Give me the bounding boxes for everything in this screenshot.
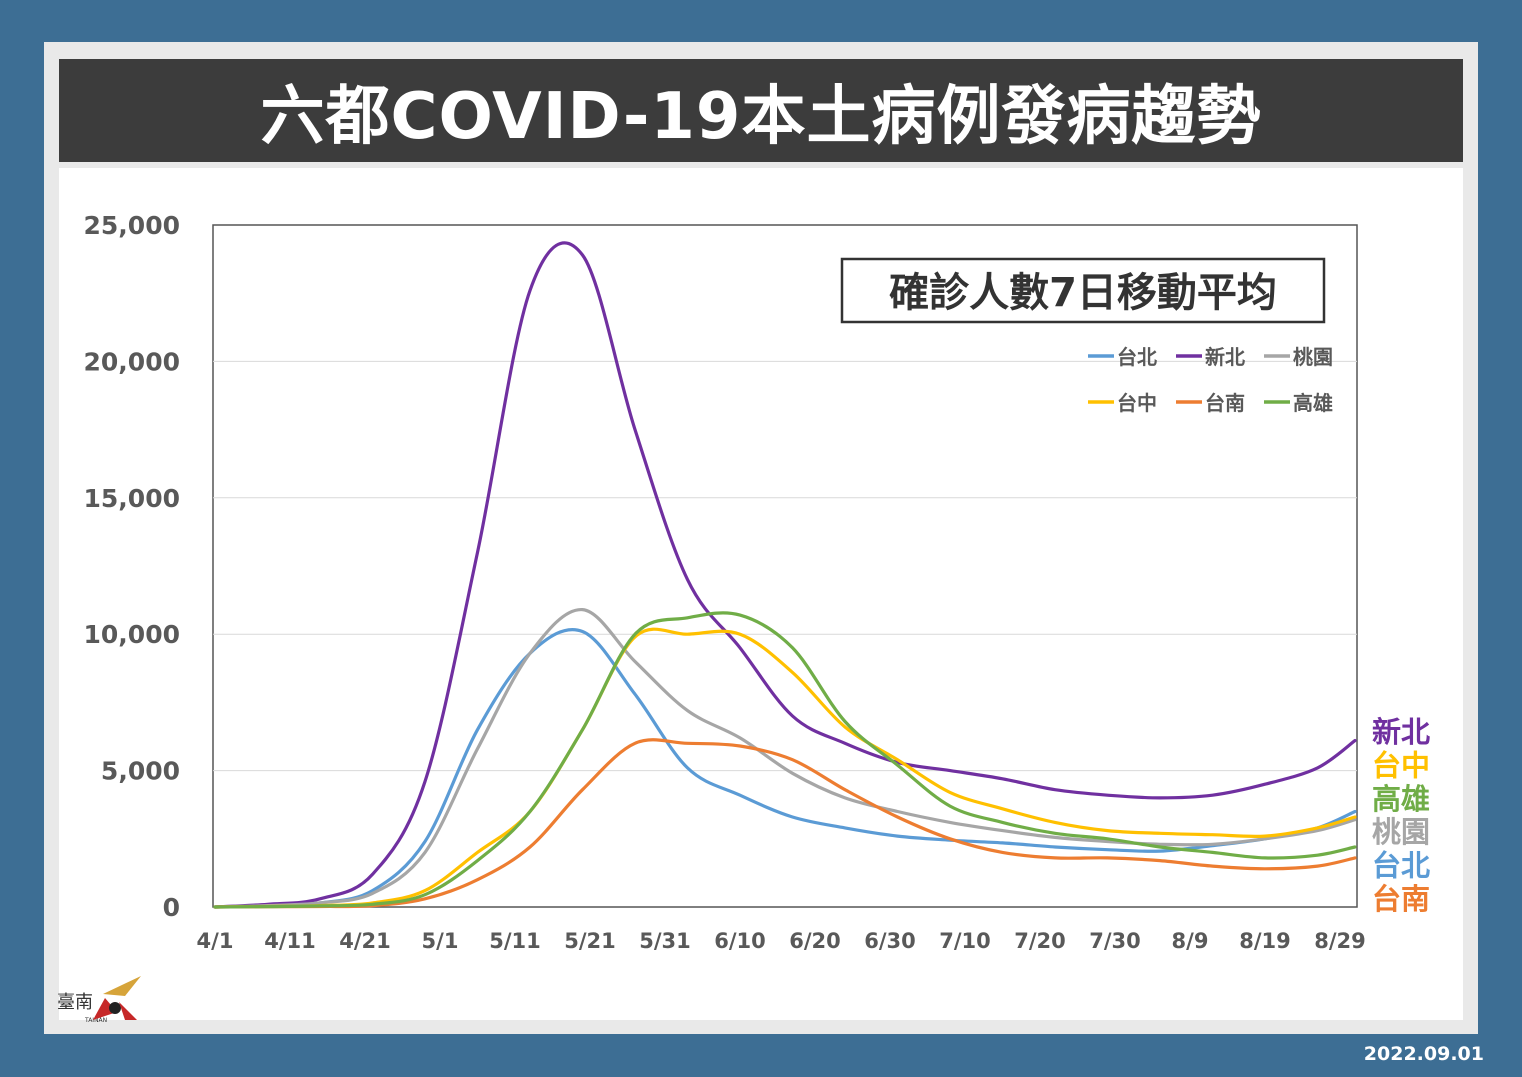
series-line-台北 — [213, 628, 1357, 909]
series-line-桃園 — [213, 607, 1357, 909]
series-lines — [213, 241, 1357, 909]
x-tick-label: 6/20 — [789, 929, 841, 953]
end-label: 新北 — [1372, 715, 1430, 749]
logo-wing-icon — [103, 976, 141, 996]
legend-label: 高雄 — [1293, 391, 1333, 415]
x-tick-label: 4/11 — [264, 929, 316, 953]
y-tick-label: 25,000 — [84, 211, 180, 240]
legend-label: 桃園 — [1293, 345, 1333, 369]
x-tick-label: 7/20 — [1014, 929, 1066, 953]
logo-dot-icon — [109, 1002, 121, 1014]
grid-lines — [213, 360, 1357, 772]
series-line-高雄 — [213, 611, 1357, 909]
x-tick-label: 8/29 — [1314, 929, 1366, 953]
x-tick-label: 5/21 — [564, 929, 616, 953]
logo-wing-lower-icon — [93, 998, 117, 1020]
x-axis-ticks: 4/1 4/11 4/21 5/1 5/11 5/21 5/31 6/10 6/20 6/30 7/… — [197, 929, 1366, 953]
series-line-台南 — [213, 738, 1357, 909]
x-tick-label: 6/30 — [864, 929, 916, 953]
end-label: 高雄 — [1372, 782, 1430, 816]
y-tick-label: 0 — [163, 893, 180, 922]
date-stamp: 2022.09.01 — [1363, 1043, 1484, 1065]
y-tick-label: 15,000 — [84, 484, 180, 513]
y-tick-label: 5,000 — [101, 757, 180, 786]
tainan-logo: 臺南 TAINAN — [57, 976, 141, 1024]
legend-label: 台南 — [1205, 391, 1245, 415]
x-tick-label: 5/31 — [639, 929, 691, 953]
y-axis-ticks: 0 5,000 10,000 15,000 20,000 25,000 — [84, 211, 180, 922]
page-title: 六都COVID-19本土病例發病趨勢 — [59, 59, 1463, 162]
legend-label: 台中 — [1117, 391, 1157, 415]
x-tick-label: 4/1 — [197, 929, 234, 953]
end-label: 桃園 — [1372, 815, 1430, 849]
x-tick-label: 7/10 — [939, 929, 991, 953]
logo-subtext: TAINAN — [84, 1017, 107, 1024]
end-label: 台北 — [1372, 849, 1430, 883]
y-tick-label: 10,000 — [84, 620, 180, 649]
x-tick-label: 5/11 — [489, 929, 541, 953]
chart-title-box — [840, 257, 1326, 324]
legend-label: 台北 — [1117, 345, 1157, 369]
series-line-新北 — [213, 241, 1357, 909]
legend-label: 新北 — [1205, 345, 1245, 369]
x-tick-label: 5/1 — [422, 929, 459, 953]
x-tick-label: 7/30 — [1089, 929, 1141, 953]
x-tick-label: 4/21 — [339, 929, 391, 953]
x-tick-label: 6/10 — [714, 929, 766, 953]
logo-text: 臺南 — [57, 992, 93, 1013]
x-tick-label: 8/9 — [1172, 929, 1209, 953]
end-label: 台中 — [1372, 748, 1430, 782]
series-line-台中 — [213, 627, 1357, 909]
logo-tail-icon — [119, 1002, 137, 1020]
chart-title: 確診人數7日移動平均 — [889, 270, 1277, 316]
x-tick-label: 8/19 — [1239, 929, 1291, 953]
page-title-text: 六都COVID-19本土病例發病趨勢 — [260, 79, 1262, 154]
end-label: 台南 — [1372, 882, 1430, 916]
y-tick-label: 20,000 — [84, 347, 180, 376]
plot-area-border — [212, 224, 1358, 908]
